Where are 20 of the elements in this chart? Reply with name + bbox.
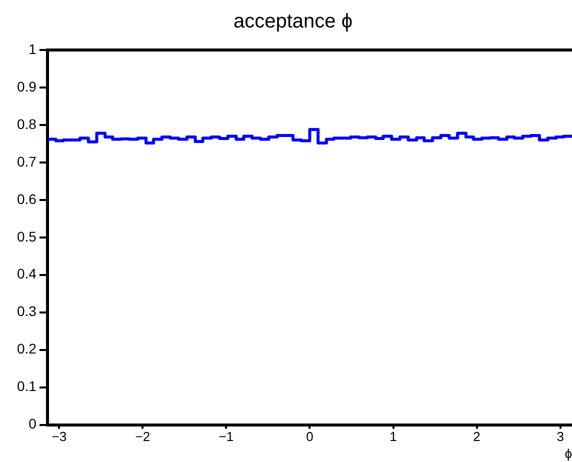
chart-title: acceptance ϕ [233, 10, 353, 33]
y-tick-label: 0 [28, 416, 37, 432]
y-tick-label: 0.8 [16, 116, 37, 132]
x-axis-title: ϕ [564, 446, 572, 461]
y-tick-label: 0.7 [16, 153, 37, 170]
x-tick-label: 3 [556, 429, 564, 444]
y-tick-label: 0.3 [16, 303, 37, 320]
y-tick-label: 0.2 [16, 340, 37, 357]
y-tick-label: 0.6 [16, 190, 37, 207]
x-tick-label: 1 [390, 429, 397, 444]
y-tick-label: 0.5 [16, 228, 37, 244]
y-tick-label: 0.1 [16, 378, 37, 394]
x-tick-label: −2 [135, 429, 150, 444]
x-tick-label: −1 [218, 429, 234, 444]
y-tick-label: 1 [28, 40, 37, 57]
x-tick-label: −3 [52, 429, 67, 444]
x-tick-label: 2 [473, 429, 480, 444]
y-tick-label: 0.9 [16, 78, 37, 94]
x-tick-label: 0 [306, 429, 314, 444]
y-tick-label: 0.4 [16, 266, 37, 282]
